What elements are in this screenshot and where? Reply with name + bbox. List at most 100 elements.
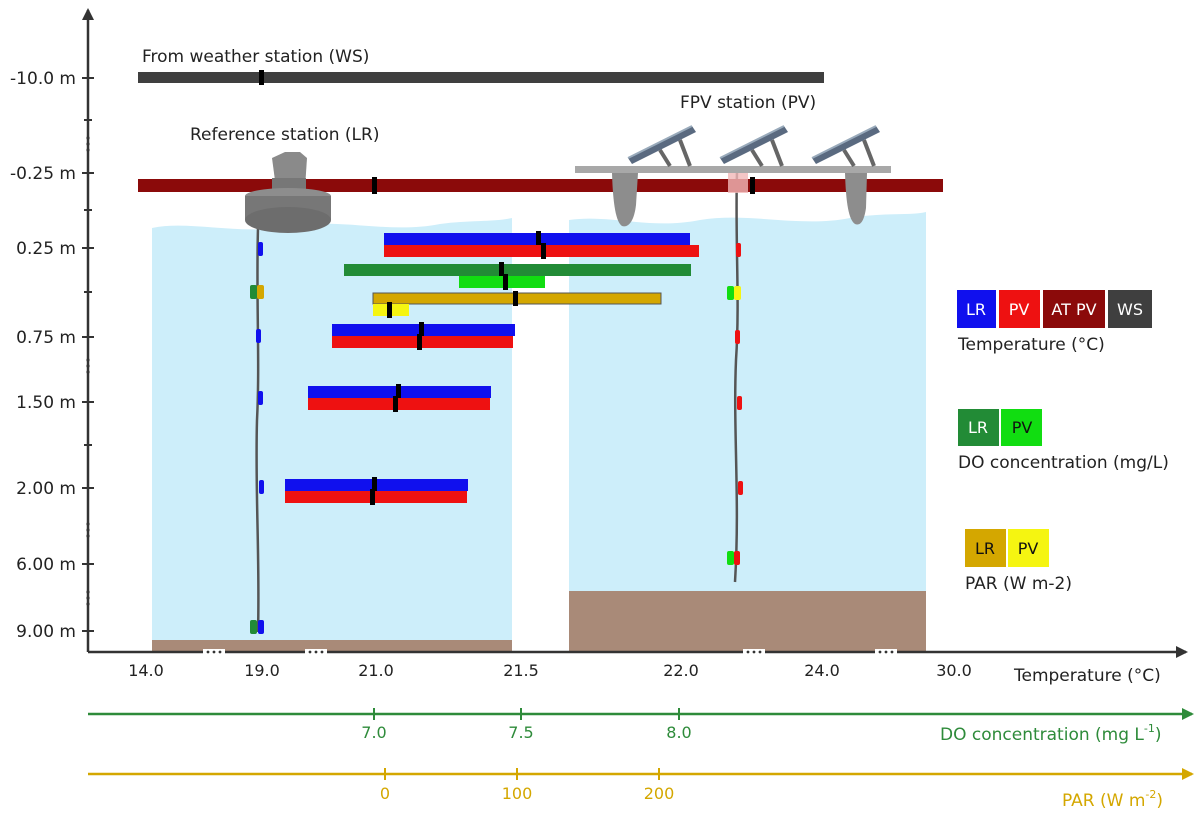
depth-label: 0.75 m <box>16 328 76 348</box>
lr-temp-sensor <box>258 242 263 256</box>
range-bars-1-50m <box>308 384 491 412</box>
pv-temperature-range <box>308 398 490 410</box>
legend-label: LR <box>975 539 995 558</box>
pv-temperature-mean <box>370 489 375 505</box>
depth-labels: -10.0 m -0.25 m 0.25 m 0.75 m 1.50 m 2.0… <box>10 69 76 642</box>
lr-par-sensor <box>257 285 264 299</box>
lr-temperature-mean <box>396 384 401 400</box>
par-tick: 200 <box>644 784 675 803</box>
reference-station-label: Reference station (LR) <box>190 125 379 145</box>
pv-do-sensor <box>727 286 734 300</box>
ws-temperature-bar <box>138 72 824 83</box>
legend-temperature: LR PV AT PV WS Temperature (°C) <box>957 290 1152 355</box>
lr-do-sensor <box>250 285 257 299</box>
do-tick: 7.5 <box>508 723 533 742</box>
temperature-axis-title: Temperature (°C) <box>1013 666 1161 686</box>
legend-par: LR PV PAR (W m-2) <box>965 529 1072 594</box>
par-axis-ticks <box>384 768 660 780</box>
pv-do-sensor <box>727 551 734 565</box>
par-tick-labels: 0 100 200 <box>380 784 674 803</box>
temperature-tick: 24.0 <box>804 661 840 680</box>
legend-do: LR PV DO concentration (mg/L) <box>958 409 1169 473</box>
temperature-tick-labels: 14.0 19.0 21.0 21.5 22.0 24.0 30.0 <box>128 661 972 680</box>
pv-temperature-range <box>332 336 513 348</box>
depth-label: 0.25 m <box>16 239 76 259</box>
pv-do-range <box>459 276 545 288</box>
pv-temp-sensor <box>735 330 740 344</box>
depth-label: -10.0 m <box>10 69 76 89</box>
pv-par-sensor <box>734 286 741 300</box>
lr-par-mean <box>513 291 518 306</box>
range-bars-2-00m <box>285 477 468 505</box>
legend-caption: DO concentration (mg/L) <box>958 453 1169 473</box>
temperature-tick: 21.0 <box>358 661 394 680</box>
fpv-station <box>575 125 891 227</box>
pv-temperature-mean <box>541 243 546 259</box>
legend-swatch-pv-temp <box>999 290 1040 328</box>
pv-do-mean <box>503 274 508 290</box>
legend-swatch-lr-par <box>965 529 1006 567</box>
temperature-tick: 22.0 <box>663 661 699 680</box>
lr-temperature-mean <box>372 477 377 493</box>
legend-swatch-pv-do <box>1001 409 1042 446</box>
legend-label: PV <box>1009 300 1030 319</box>
depth-label: -0.25 m <box>10 164 76 184</box>
lr-sediment <box>152 640 512 652</box>
par-axis-title: PAR (W m-2) <box>1062 788 1163 810</box>
lr-do-mean <box>499 262 504 278</box>
depth-label: 9.00 m <box>16 622 76 642</box>
do-axis-title: DO concentration (mg L-1) <box>940 722 1162 745</box>
legend-label: WS <box>1117 300 1143 319</box>
lr-temperature-mean <box>419 322 424 338</box>
solar-panel <box>811 125 880 168</box>
lr-sensors <box>250 242 264 634</box>
lr-do-range <box>344 264 691 276</box>
legend-label: PV <box>1018 539 1039 558</box>
range-bars-0-75m <box>332 322 515 350</box>
depth-label: 2.00 m <box>16 479 76 499</box>
lr-temp-sensor <box>256 329 261 343</box>
pv-temperature-mean <box>393 396 398 412</box>
par-axis-title-main: PAR (W m <box>1062 791 1145 810</box>
lr-temperature-mean <box>536 231 541 247</box>
legend-swatch-at-pv <box>1043 290 1105 328</box>
do-axis-title-sup: -1 <box>1144 722 1155 735</box>
pv-temp-sensor <box>736 243 741 257</box>
solar-panel <box>627 125 696 168</box>
lr-temp-sensor <box>258 620 264 634</box>
lr-water-body <box>152 218 512 645</box>
depth-label: 1.50 m <box>16 393 76 413</box>
legend-caption: Temperature (°C) <box>957 335 1105 355</box>
do-axis-ticks <box>373 708 680 720</box>
legend-label: LR <box>968 418 988 437</box>
at-pv-temperature-mean <box>372 177 377 194</box>
temperature-axis-break-dots <box>206 650 894 654</box>
legend-swatch-lr-temp <box>957 290 996 328</box>
pv-mooring-line <box>733 171 739 583</box>
temperature-tick: 19.0 <box>244 661 280 680</box>
at-pv-temperature-mean-2 <box>750 177 755 194</box>
temperature-tick: 21.5 <box>503 661 539 680</box>
at-pv-temperature-bar <box>138 179 943 192</box>
depth-label: 6.00 m <box>16 555 76 575</box>
pv-par-mean <box>387 302 392 318</box>
depth-ticks <box>82 77 94 632</box>
do-range-bars <box>344 262 691 290</box>
do-axis-title-end: ) <box>1155 725 1162 745</box>
legend-label: LR <box>966 300 986 319</box>
par-tick: 100 <box>502 784 533 803</box>
legend-swatch-lr-do <box>958 409 999 446</box>
legend-swatch-ws <box>1108 290 1152 328</box>
par-tick: 0 <box>380 784 390 803</box>
pv-temp-sensor <box>734 551 740 565</box>
solar-panel <box>719 125 788 168</box>
pv-temperature-mean <box>417 334 422 350</box>
pv-temp-sensor <box>738 481 743 495</box>
temperature-tick: 30.0 <box>936 661 972 680</box>
do-tick-labels: 7.0 7.5 8.0 <box>361 723 691 742</box>
legend-label: PV <box>1012 418 1033 437</box>
lr-temp-sensor <box>258 391 263 405</box>
do-tick: 7.0 <box>361 723 386 742</box>
temperature-tick: 14.0 <box>128 661 164 680</box>
